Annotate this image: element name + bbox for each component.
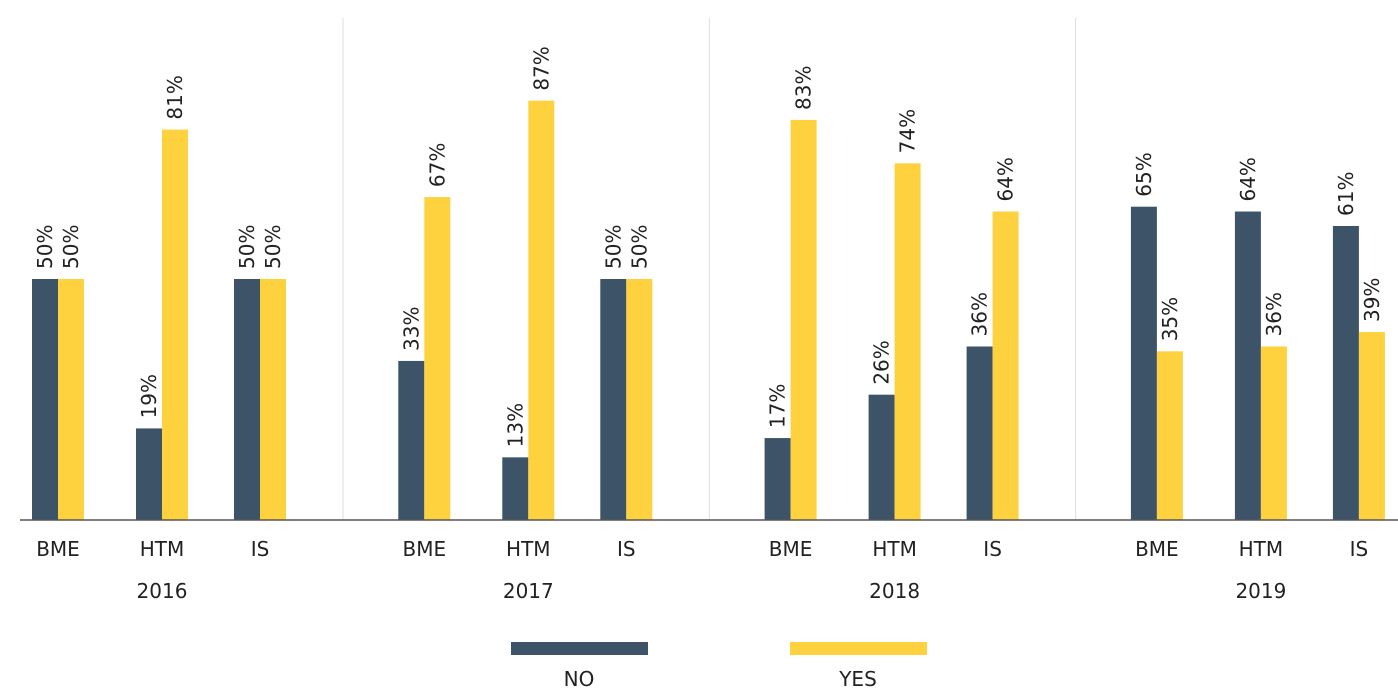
legend-label: YES	[838, 667, 877, 689]
x-tick-label: BME	[402, 537, 446, 561]
value-label: 50%	[59, 225, 83, 269]
x-tick-label: BME	[36, 537, 80, 561]
group-label: 2016	[137, 579, 188, 603]
x-tick-label: HTM	[1239, 537, 1284, 561]
x-tick-label: BME	[1135, 537, 1179, 561]
bar	[966, 346, 993, 520]
bar	[502, 457, 529, 520]
value-label: 67%	[425, 143, 449, 187]
bar	[1234, 211, 1261, 520]
bar	[626, 279, 653, 520]
x-tick-label: IS	[1350, 537, 1369, 561]
bar	[1130, 206, 1157, 520]
group-label: 2017	[503, 579, 554, 603]
bar	[424, 197, 451, 520]
value-label: 64%	[994, 157, 1018, 201]
value-label: 50%	[261, 225, 285, 269]
x-tick-label: IS	[983, 537, 1002, 561]
x-tick-label: HTM	[506, 537, 551, 561]
x-tick-label: BME	[769, 537, 813, 561]
value-label: 83%	[792, 65, 816, 109]
value-label: 19%	[137, 374, 161, 418]
value-label: 61%	[1334, 172, 1358, 216]
x-tick-label: IS	[617, 537, 636, 561]
value-label: 64%	[1236, 157, 1260, 201]
group-label: 2019	[1235, 579, 1286, 603]
value-label: 17%	[766, 384, 790, 428]
value-label: 87%	[529, 46, 553, 90]
value-label: 81%	[163, 75, 187, 119]
value-label: 65%	[1132, 152, 1156, 196]
bar	[260, 279, 286, 520]
value-label: 36%	[1262, 292, 1286, 336]
group-label: 2018	[869, 579, 920, 603]
value-label: 39%	[1360, 278, 1384, 322]
bar	[1156, 351, 1183, 520]
bar	[894, 163, 921, 520]
bar	[868, 394, 895, 520]
bar	[234, 279, 260, 520]
x-tick-label: HTM	[140, 537, 185, 561]
legend-label: NO	[564, 667, 595, 689]
bar	[136, 428, 162, 520]
value-label: 50%	[235, 225, 259, 269]
bar	[528, 100, 555, 520]
value-label: 50%	[33, 225, 57, 269]
bar	[1358, 332, 1385, 520]
bar	[1260, 346, 1287, 520]
bar	[162, 129, 188, 520]
legend-swatch	[511, 642, 648, 655]
bar	[790, 119, 817, 520]
value-label: 74%	[896, 109, 920, 153]
value-label: 50%	[627, 225, 651, 269]
x-tick-label: HTM	[872, 537, 917, 561]
value-label: 33%	[399, 306, 423, 350]
value-label: 13%	[503, 403, 527, 447]
x-tick-label: IS	[251, 537, 270, 561]
bar	[992, 211, 1019, 520]
bar	[58, 279, 84, 520]
bar	[32, 279, 58, 520]
value-label: 35%	[1158, 297, 1182, 341]
value-label: 36%	[968, 292, 992, 336]
value-label: 26%	[870, 340, 894, 384]
legend-swatch	[790, 642, 927, 655]
bar	[1332, 225, 1359, 521]
bar	[764, 438, 791, 520]
bar	[398, 360, 425, 520]
bar	[600, 279, 627, 520]
value-label: 50%	[601, 225, 625, 269]
